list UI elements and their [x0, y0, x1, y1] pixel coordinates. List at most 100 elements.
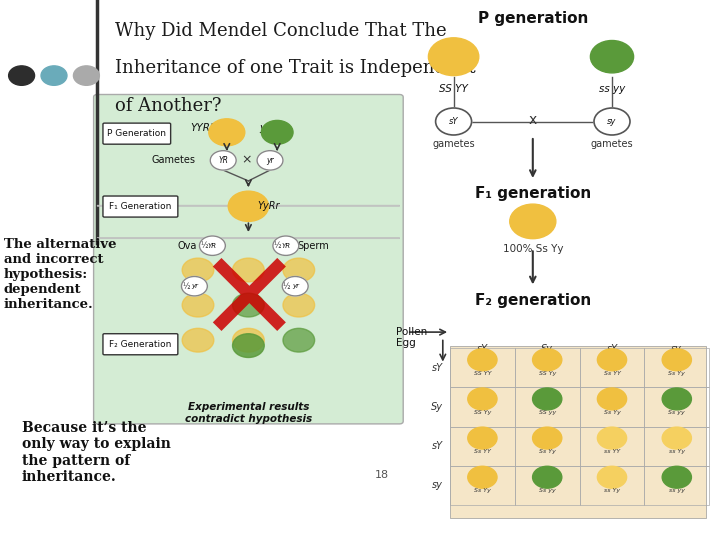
Text: YYRR: YYRR: [191, 123, 218, 133]
Circle shape: [533, 427, 562, 449]
Text: Pollen: Pollen: [396, 327, 427, 337]
Circle shape: [273, 236, 299, 255]
Text: F₁ Generation: F₁ Generation: [109, 202, 171, 211]
Text: Sperm: Sperm: [297, 241, 329, 251]
Text: F₂ generation: F₂ generation: [474, 293, 591, 308]
Circle shape: [598, 388, 626, 410]
Circle shape: [662, 388, 691, 410]
Text: Sy: Sy: [541, 344, 553, 354]
Circle shape: [662, 427, 691, 449]
Circle shape: [257, 151, 283, 170]
Circle shape: [283, 328, 315, 352]
Circle shape: [261, 120, 293, 144]
Text: Inheritance of one Trait is Independent: Inheritance of one Trait is Independent: [115, 59, 476, 77]
Circle shape: [182, 328, 214, 352]
Circle shape: [468, 427, 497, 449]
Text: sY: sY: [606, 344, 618, 354]
Circle shape: [468, 349, 497, 371]
Text: Experimental results
contradict hypothesis: Experimental results contradict hypothes…: [185, 402, 312, 424]
Text: ½: ½: [182, 282, 189, 291]
Circle shape: [590, 40, 634, 73]
Text: Ss Yy: Ss Yy: [474, 488, 491, 493]
Circle shape: [181, 276, 207, 296]
Circle shape: [233, 328, 264, 352]
Circle shape: [533, 349, 562, 371]
Text: SS yy: SS yy: [539, 410, 556, 415]
Text: SS YY: SS YY: [439, 84, 468, 94]
Text: Ss yy: Ss yy: [539, 488, 556, 493]
Text: SS Yy: SS Yy: [474, 410, 491, 415]
Text: ½: ½: [283, 282, 290, 291]
Circle shape: [9, 66, 35, 85]
Text: Egg: Egg: [396, 338, 415, 348]
Circle shape: [283, 293, 315, 317]
Circle shape: [468, 466, 497, 488]
Circle shape: [233, 334, 264, 357]
Text: sy: sy: [607, 117, 617, 126]
Circle shape: [533, 388, 562, 410]
FancyBboxPatch shape: [97, 205, 400, 206]
Circle shape: [598, 466, 626, 488]
Text: Ss YY: Ss YY: [603, 370, 621, 376]
Text: YyRr: YyRr: [258, 201, 280, 211]
FancyBboxPatch shape: [103, 123, 171, 144]
Circle shape: [209, 119, 245, 146]
Text: Because it’s the
only way to explain
the pattern of
inheritance.: Because it’s the only way to explain the…: [22, 421, 171, 484]
Circle shape: [428, 38, 479, 76]
Text: Sy: Sy: [431, 402, 443, 412]
Text: sY: sY: [449, 117, 459, 126]
Text: ½: ½: [274, 241, 281, 250]
Circle shape: [662, 466, 691, 488]
FancyBboxPatch shape: [103, 196, 178, 217]
Text: ss Yy: ss Yy: [669, 449, 685, 454]
Text: ss yy: ss yy: [669, 488, 685, 493]
Text: sy: sy: [671, 344, 683, 354]
Circle shape: [510, 204, 556, 239]
Circle shape: [182, 258, 214, 282]
Text: yr: yr: [191, 283, 198, 289]
Circle shape: [228, 191, 269, 221]
Text: yr: yr: [266, 156, 274, 165]
Text: ss yy: ss yy: [599, 84, 625, 94]
Circle shape: [468, 388, 497, 410]
Text: Ss yy: Ss yy: [668, 410, 685, 415]
Text: Ova: Ova: [178, 241, 197, 251]
Text: 18: 18: [374, 470, 389, 480]
Text: 100% Ss Yy: 100% Ss Yy: [503, 244, 563, 254]
Circle shape: [436, 108, 472, 135]
Text: Ss Yy: Ss Yy: [603, 410, 621, 415]
FancyBboxPatch shape: [450, 346, 706, 518]
FancyBboxPatch shape: [94, 94, 403, 424]
Text: Ss Yy: Ss Yy: [668, 370, 685, 376]
Text: yyrr: yyrr: [259, 123, 280, 133]
Circle shape: [233, 258, 264, 282]
Text: ss Yy: ss Yy: [604, 488, 620, 493]
Circle shape: [594, 108, 630, 135]
Text: of Another?: of Another?: [115, 97, 222, 115]
Text: gametes: gametes: [432, 139, 475, 150]
Circle shape: [533, 466, 562, 488]
Text: YR: YR: [282, 242, 290, 249]
Text: YR: YR: [218, 156, 228, 165]
Circle shape: [282, 276, 308, 296]
Text: sY: sY: [477, 344, 488, 354]
Text: Ss Yy: Ss Yy: [539, 449, 556, 454]
Text: ×: ×: [241, 154, 251, 167]
Circle shape: [598, 427, 626, 449]
Circle shape: [73, 66, 99, 85]
Circle shape: [283, 258, 315, 282]
Text: gametes: gametes: [590, 139, 634, 150]
Circle shape: [182, 293, 214, 317]
Text: SS YY: SS YY: [474, 370, 491, 376]
Circle shape: [41, 66, 67, 85]
Text: P generation: P generation: [477, 11, 588, 26]
Text: F₁ generation: F₁ generation: [474, 186, 591, 201]
Text: sY: sY: [432, 441, 443, 451]
Text: P Generation: P Generation: [107, 129, 166, 138]
Circle shape: [199, 236, 225, 255]
FancyBboxPatch shape: [97, 238, 400, 239]
FancyBboxPatch shape: [103, 334, 178, 355]
Text: ss YY: ss YY: [604, 449, 620, 454]
Text: SS Yy: SS Yy: [539, 370, 556, 376]
Text: x: x: [528, 113, 537, 127]
